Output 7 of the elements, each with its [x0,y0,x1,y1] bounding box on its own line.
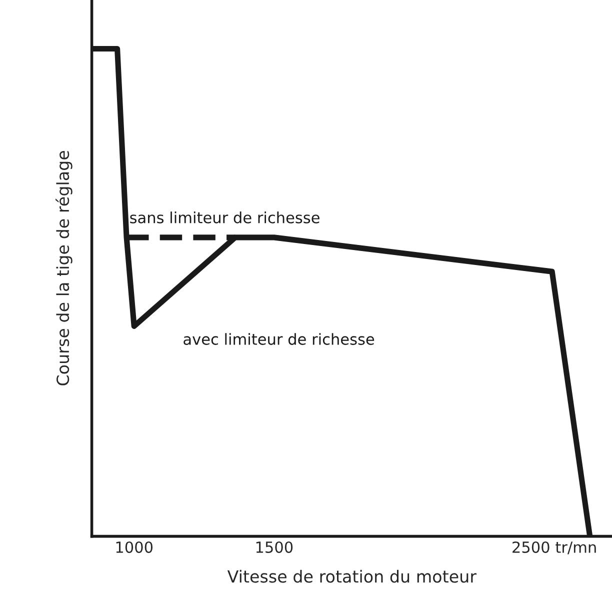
series-label: sans limiteur de richesse [130,212,320,224]
text: avec limiteur de richesse [184,333,374,345]
x-axis-title: Vitesse de rotation du moteur [227,570,477,583]
x-tick-label: 1000 [116,541,153,553]
y-axis-title: Course de la tige de réglage [56,150,72,386]
x-tick-label: 1500 [256,541,293,553]
x-tick-label: 2500 tr/mn [512,541,596,554]
